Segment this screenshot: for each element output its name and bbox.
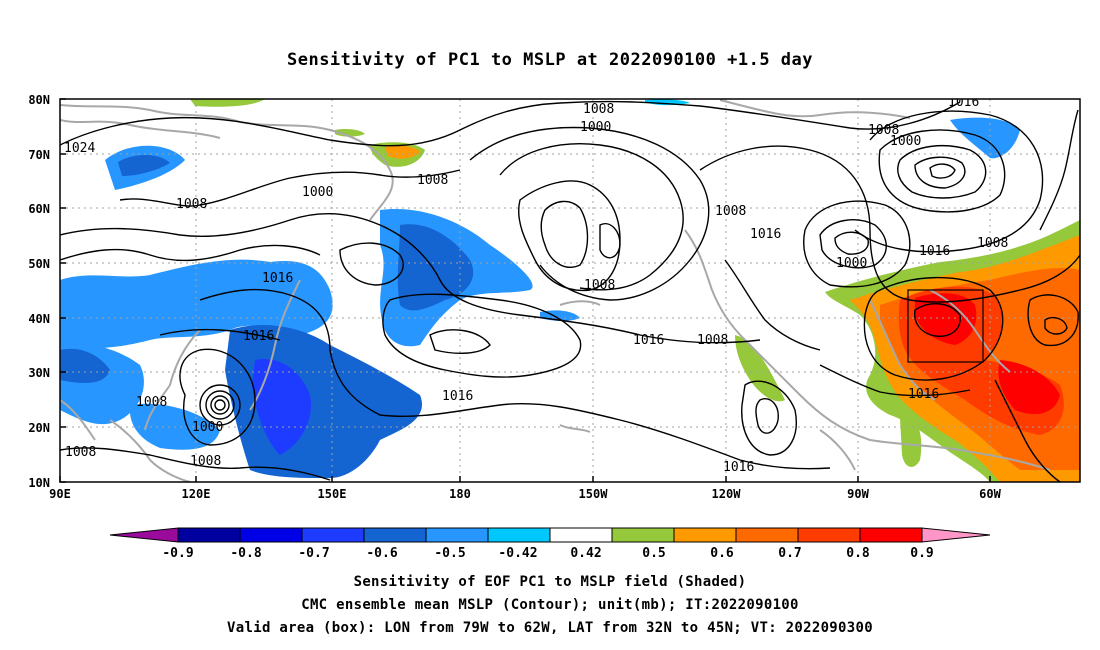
- contour-label: 1016: [633, 333, 664, 348]
- lat-label: 20N: [28, 421, 50, 435]
- lon-label: 120W: [712, 487, 742, 501]
- contour-labels: 1024 1008 1000 1008 1016 1016 1008 1008 …: [64, 95, 1008, 475]
- colorbar-bin: [239, 527, 303, 543]
- colorbar-bin: [363, 527, 427, 543]
- lon-label: 120E: [182, 487, 211, 501]
- colorbar-bin: [301, 527, 365, 543]
- colorbar-bin: [611, 527, 675, 543]
- contour-label: 1024: [64, 141, 95, 156]
- lon-label: 150W: [579, 487, 609, 501]
- contour-label: 1016: [442, 389, 473, 404]
- lon-label: 60W: [979, 487, 1001, 501]
- contour-label: 1016: [262, 271, 293, 286]
- contour-label: 1008: [697, 333, 728, 348]
- contour-label: 1008: [715, 204, 746, 219]
- longitude-labels: 90E 120E 150E 180 150W 120W 90W 60W: [49, 487, 1001, 501]
- colorbar-bin: [177, 527, 241, 543]
- caption-contour: CMC ensemble mean MSLP (Contour); unit(m…: [301, 597, 799, 613]
- lon-label: 90W: [847, 487, 869, 501]
- map-gridlines: [60, 99, 1080, 482]
- colorbar-label: 0.7: [778, 546, 801, 561]
- contour-label: 1016: [243, 329, 274, 344]
- colorbar-right-triangle: [921, 527, 991, 543]
- lon-label: 150E: [318, 487, 347, 501]
- contour-label: 1000: [890, 134, 921, 149]
- colorbar-bin: [487, 527, 551, 543]
- contour-label: 1000: [302, 185, 333, 200]
- contour-label: 1008: [584, 278, 615, 293]
- colorbar-label: -0.7: [298, 546, 329, 561]
- valid-area-box: [907, 289, 984, 363]
- colorbar-bin: [797, 527, 861, 543]
- colorbar-label: 0.42: [570, 546, 601, 561]
- contour-label: 1008: [190, 454, 221, 469]
- colorbar-bin: [425, 527, 489, 543]
- colorbar-label: 0.5: [642, 546, 665, 561]
- contour-label: 1000: [836, 256, 867, 271]
- lat-label: 50N: [28, 257, 50, 271]
- contour-label: 1008: [868, 123, 899, 138]
- colorbar-labels: -0.9 -0.8 -0.7 -0.6 -0.5 -0.42 0.42 0.5 …: [162, 546, 933, 561]
- colorbar-label: 0.6: [710, 546, 734, 561]
- contour-label: 1000: [580, 120, 611, 135]
- contour-label: 1016: [723, 460, 754, 475]
- colorbar-bin: [735, 527, 799, 543]
- negative-sensitivity-shading: [60, 99, 1020, 478]
- contour-label: 1008: [176, 197, 207, 212]
- lat-label: 60N: [28, 202, 50, 216]
- contour-label: 1008: [417, 173, 448, 188]
- colorbar-bin: [859, 527, 923, 543]
- colorbar-label: -0.42: [498, 546, 537, 561]
- colorbar-label: -0.9: [162, 546, 193, 561]
- contour-label: 1016: [908, 387, 939, 402]
- colorbar-label: 0.8: [846, 546, 870, 561]
- lon-label: 180: [449, 487, 471, 501]
- map-frame: [59, 98, 1081, 483]
- latitude-labels: 80N 70N 60N 50N 40N 30N 20N 10N: [28, 93, 50, 490]
- contour-label: 1008: [136, 395, 167, 410]
- contour-label: 1008: [977, 236, 1008, 251]
- contour-label: 1008: [65, 445, 96, 460]
- colorbar: [109, 527, 991, 543]
- lat-label: 40N: [28, 312, 50, 326]
- lon-label: 90E: [49, 487, 71, 501]
- caption-valid-area: Valid area (box): LON from 79W to 62W, L…: [227, 620, 873, 636]
- colorbar-bin: [673, 527, 737, 543]
- colorbar-left-triangle: [109, 527, 179, 543]
- lat-label: 10N: [28, 476, 50, 490]
- contour-label: 1008: [583, 102, 614, 117]
- colorbar-label: 0.9: [910, 546, 933, 561]
- contour-label: 1016: [948, 95, 979, 110]
- colorbar-label: -0.5: [434, 546, 465, 561]
- colorbar-label: -0.8: [230, 546, 261, 561]
- colorbar-label: -0.6: [366, 546, 397, 561]
- lat-label: 70N: [28, 148, 50, 162]
- colorbar-bin: [549, 527, 613, 543]
- map-title: Sensitivity of PC1 to MSLP at 2022090100…: [286, 50, 813, 70]
- contour-label: 1016: [919, 244, 950, 259]
- contour-label: 1000: [192, 420, 223, 435]
- axis-ticks: [59, 98, 991, 483]
- caption-shaded: Sensitivity of EOF PC1 to MSLP field (Sh…: [353, 574, 747, 590]
- lat-label: 30N: [28, 366, 50, 380]
- contour-label: 1016: [750, 227, 781, 242]
- mslp-contours: [60, 100, 1080, 482]
- lat-label: 80N: [28, 93, 50, 107]
- coastlines: [60, 99, 1051, 482]
